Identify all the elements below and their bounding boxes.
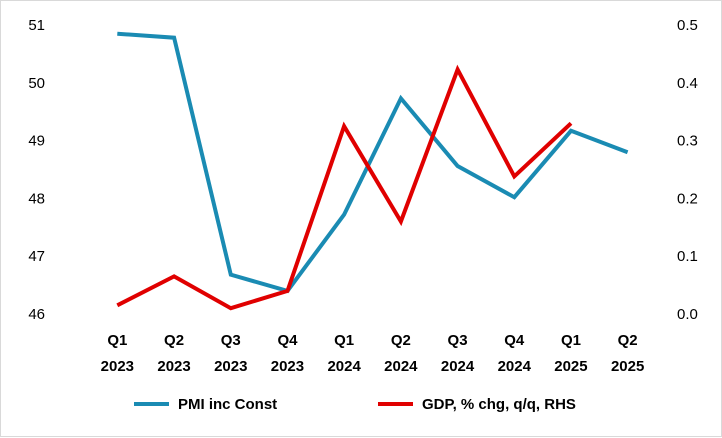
right-tick-label: 0.4 [677,75,698,92]
x-tick-year: 2023 [157,358,190,375]
legend: PMI inc Const GDP, % chg, q/q, RHS [134,396,576,413]
left-tick-label: 50 [28,75,45,92]
x-tick-quarter: Q3 [221,332,241,349]
left-tick-label: 49 [28,133,45,150]
x-tick-year: 2024 [327,358,361,375]
left-tick-label: 51 [28,17,45,34]
right-tick-label: 0.1 [677,248,698,265]
x-tick-quarter: Q2 [164,332,184,349]
x-tick-year: 2023 [101,358,134,375]
x-tick-quarter: Q4 [504,332,525,349]
x-tick-quarter: Q1 [334,332,354,349]
left-tick-label: 48 [28,190,45,207]
x-tick-year: 2025 [554,358,587,375]
right-tick-label: 0.5 [677,17,698,34]
legend-label: GDP, % chg, q/q, RHS [422,396,576,413]
x-tick-quarter: Q4 [277,332,298,349]
x-tick-year: 2024 [384,358,418,375]
x-tick-quarter: Q1 [107,332,127,349]
x-tick-year: 2023 [271,358,304,375]
left-tick-label: 46 [28,306,45,323]
x-tick-quarter: Q2 [618,332,638,349]
right-tick-label: 0.3 [677,133,698,150]
right-axis: 0.0 0.1 0.2 0.3 0.4 0.5 [677,17,698,323]
series-layer [117,34,628,309]
x-tick-year: 2025 [611,358,644,375]
right-tick-label: 0.2 [677,190,698,207]
left-axis: 46 47 48 49 50 51 [28,17,45,323]
x-tick-year: 2024 [498,358,532,375]
right-tick-label: 0.0 [677,306,698,323]
series-line-pmi [117,34,627,291]
x-tick-quarter: Q3 [448,332,468,349]
x-tick-year: 2023 [214,358,247,375]
x-tick-year: 2024 [441,358,475,375]
legend-label: PMI inc Const [178,396,277,413]
left-tick-label: 47 [28,248,45,265]
x-tick-quarter: Q1 [561,332,581,349]
x-axis: Q1 2023 Q2 2023 Q3 2023 Q4 2023 Q1 2024 Q2 2024 Q3 20… [101,332,645,375]
x-tick-quarter: Q2 [391,332,411,349]
